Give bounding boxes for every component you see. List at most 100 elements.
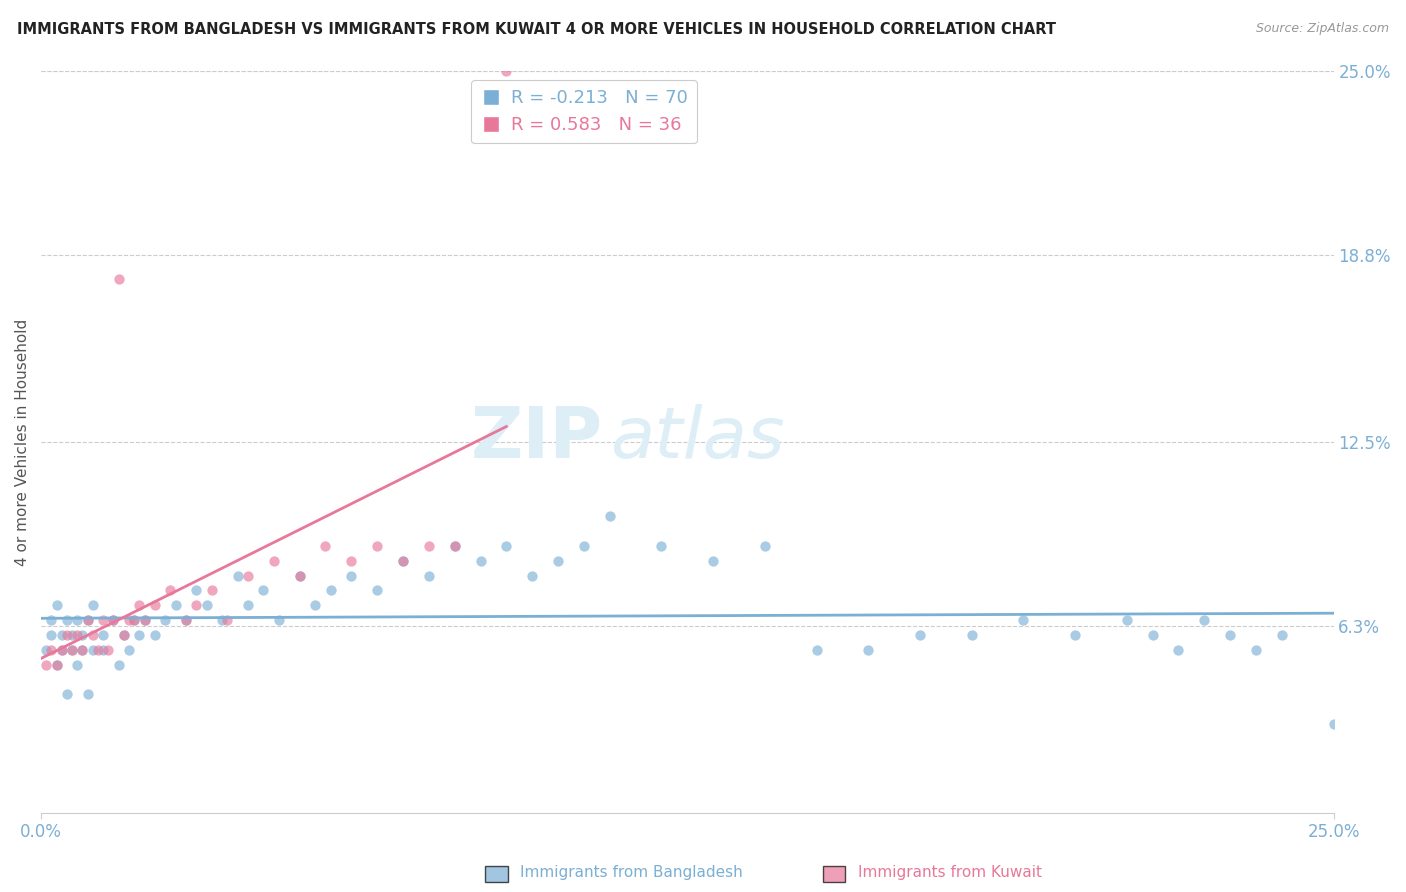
Point xyxy=(702,554,724,568)
Point xyxy=(122,613,145,627)
Point xyxy=(87,642,110,657)
Point xyxy=(41,642,63,657)
Point xyxy=(60,642,83,657)
Point xyxy=(522,568,544,582)
Point xyxy=(35,657,58,672)
Point xyxy=(1115,613,1137,627)
Point xyxy=(319,583,342,598)
Point xyxy=(82,598,104,612)
Point xyxy=(56,628,79,642)
Point xyxy=(134,613,156,627)
Point xyxy=(201,583,224,598)
Point xyxy=(443,539,465,553)
Point xyxy=(128,598,150,612)
Point xyxy=(103,613,125,627)
Point xyxy=(51,642,73,657)
Point xyxy=(547,554,569,568)
Point xyxy=(340,568,363,582)
Point xyxy=(82,628,104,642)
Point xyxy=(128,628,150,642)
Point xyxy=(754,539,776,553)
Point xyxy=(45,598,67,612)
Point xyxy=(1219,628,1241,642)
Point xyxy=(66,613,89,627)
Point xyxy=(41,628,63,642)
Point xyxy=(960,628,983,642)
Point xyxy=(195,598,218,612)
Text: Source: ZipAtlas.com: Source: ZipAtlas.com xyxy=(1256,22,1389,36)
Point xyxy=(35,642,58,657)
Point xyxy=(66,657,89,672)
Point xyxy=(572,539,595,553)
Point xyxy=(236,568,259,582)
Point xyxy=(1194,613,1216,627)
Point xyxy=(91,642,114,657)
Point xyxy=(51,642,73,657)
Point xyxy=(1271,628,1294,642)
Point xyxy=(443,539,465,553)
Point xyxy=(76,687,98,701)
Point xyxy=(288,568,311,582)
Point xyxy=(1322,717,1344,731)
Point xyxy=(103,613,125,627)
Text: IMMIGRANTS FROM BANGLADESH VS IMMIGRANTS FROM KUWAIT 4 OR MORE VEHICLES IN HOUSE: IMMIGRANTS FROM BANGLADESH VS IMMIGRANTS… xyxy=(17,22,1056,37)
Point xyxy=(174,613,197,627)
Point xyxy=(186,598,208,612)
Point xyxy=(56,687,79,701)
Point xyxy=(60,628,83,642)
Point xyxy=(122,613,145,627)
Point xyxy=(143,598,166,612)
Point xyxy=(165,598,187,612)
Point xyxy=(56,613,79,627)
Point xyxy=(392,554,415,568)
Point xyxy=(1142,628,1164,642)
Point xyxy=(252,583,274,598)
Point xyxy=(159,583,181,598)
Point xyxy=(112,628,135,642)
Point xyxy=(495,64,517,78)
Point xyxy=(211,613,233,627)
Point xyxy=(60,642,83,657)
Point xyxy=(107,657,129,672)
Point xyxy=(806,642,828,657)
Text: ZIP: ZIP xyxy=(471,404,603,473)
Point xyxy=(45,657,67,672)
Point xyxy=(82,642,104,657)
Point xyxy=(418,568,440,582)
Point xyxy=(1244,642,1267,657)
Point xyxy=(263,554,285,568)
Point xyxy=(418,539,440,553)
Point xyxy=(226,568,249,582)
Point xyxy=(45,657,67,672)
Point xyxy=(1064,628,1087,642)
Point xyxy=(72,642,94,657)
Point xyxy=(236,598,259,612)
Legend: R = -0.213   N = 70, R = 0.583   N = 36: R = -0.213 N = 70, R = 0.583 N = 36 xyxy=(471,80,697,144)
Point xyxy=(91,628,114,642)
Text: Immigrants from Kuwait: Immigrants from Kuwait xyxy=(858,865,1042,880)
Point xyxy=(495,539,517,553)
Point xyxy=(366,583,388,598)
Point xyxy=(650,539,672,553)
Point xyxy=(174,613,197,627)
Point xyxy=(66,628,89,642)
Point xyxy=(267,613,290,627)
Point xyxy=(217,613,239,627)
Point xyxy=(470,554,492,568)
Point xyxy=(908,628,931,642)
Point xyxy=(288,568,311,582)
Y-axis label: 4 or more Vehicles in Household: 4 or more Vehicles in Household xyxy=(15,318,30,566)
Point xyxy=(392,554,415,568)
Point xyxy=(304,598,326,612)
Point xyxy=(72,642,94,657)
Point xyxy=(1012,613,1035,627)
Point xyxy=(76,613,98,627)
Point xyxy=(97,642,120,657)
Point xyxy=(107,272,129,286)
Point xyxy=(314,539,336,553)
Point xyxy=(599,509,621,524)
Text: atlas: atlas xyxy=(610,404,785,473)
Point xyxy=(186,583,208,598)
Point xyxy=(72,628,94,642)
Point xyxy=(1167,642,1189,657)
